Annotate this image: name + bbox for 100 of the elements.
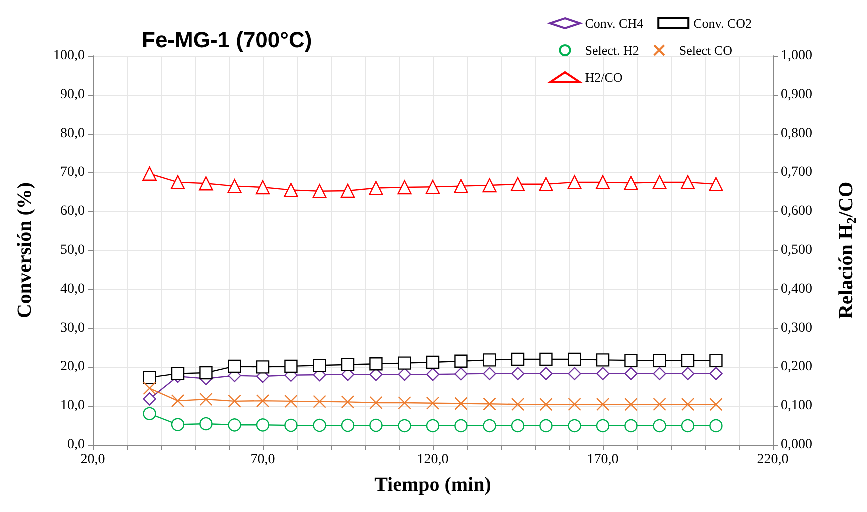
point bbox=[228, 394, 242, 408]
x-tick-label: 120,0 bbox=[417, 452, 449, 468]
point bbox=[539, 177, 554, 192]
point bbox=[426, 368, 440, 382]
point bbox=[624, 176, 638, 190]
point bbox=[540, 367, 553, 380]
point bbox=[710, 367, 723, 380]
point bbox=[170, 175, 186, 190]
point bbox=[596, 354, 610, 367]
point bbox=[256, 418, 270, 432]
point bbox=[596, 175, 610, 190]
point bbox=[624, 419, 638, 433]
point bbox=[369, 181, 384, 196]
point bbox=[228, 360, 242, 374]
point bbox=[426, 419, 440, 433]
point bbox=[341, 418, 355, 432]
y2-tick-label: 0,500 bbox=[781, 243, 812, 258]
y2-axis-title: Relación H2/CO bbox=[836, 182, 859, 320]
point bbox=[511, 352, 525, 366]
point bbox=[256, 394, 270, 408]
y-tick-label: 0,0 bbox=[68, 438, 85, 452]
point bbox=[398, 419, 412, 433]
point bbox=[313, 418, 326, 432]
point bbox=[653, 354, 666, 368]
y-tick-label: 40,0 bbox=[60, 282, 85, 297]
point bbox=[256, 360, 270, 374]
point bbox=[709, 177, 724, 192]
point bbox=[680, 175, 696, 190]
y2-tick-label: 0,800 bbox=[781, 126, 812, 142]
point bbox=[710, 419, 723, 433]
point bbox=[511, 398, 525, 412]
point bbox=[398, 356, 412, 370]
y-tick-label: 10,0 bbox=[60, 398, 85, 414]
y2-tick-label: 0,900 bbox=[781, 87, 812, 102]
point bbox=[143, 407, 156, 420]
point bbox=[454, 397, 468, 410]
point bbox=[313, 359, 326, 372]
y-tick-label: 60,0 bbox=[60, 204, 85, 220]
y2-tick-label: 0,600 bbox=[781, 204, 812, 220]
y2-tick-label: 0,200 bbox=[781, 360, 812, 375]
point bbox=[596, 398, 610, 412]
point bbox=[341, 396, 355, 409]
point bbox=[483, 354, 496, 367]
point bbox=[540, 398, 553, 412]
y-tick-label: 90,0 bbox=[60, 87, 85, 102]
point bbox=[596, 367, 610, 380]
point bbox=[482, 178, 497, 193]
y-tick-label: 100,0 bbox=[54, 48, 85, 64]
y-tick-label: 50,0 bbox=[60, 243, 85, 258]
point bbox=[228, 418, 242, 432]
point bbox=[653, 398, 666, 412]
x-tick-label: 170,0 bbox=[587, 452, 619, 468]
point bbox=[681, 419, 695, 433]
x-tick-label: 70,0 bbox=[250, 452, 276, 468]
point bbox=[681, 398, 695, 412]
point bbox=[568, 398, 582, 412]
point bbox=[510, 177, 526, 192]
point bbox=[426, 396, 440, 410]
x-tick-label: 220,0 bbox=[757, 452, 789, 468]
point bbox=[568, 367, 582, 380]
y-tick-label: 70,0 bbox=[60, 165, 85, 180]
point bbox=[370, 396, 383, 410]
legend-label: Select. H2 bbox=[585, 43, 640, 58]
point bbox=[398, 396, 412, 410]
point bbox=[483, 419, 496, 433]
point bbox=[426, 356, 440, 370]
point bbox=[370, 357, 383, 371]
point bbox=[540, 419, 553, 433]
y2-tick-label: 0,100 bbox=[781, 398, 812, 414]
point bbox=[454, 179, 468, 194]
point bbox=[398, 368, 412, 382]
y2-tick-label: 1,000 bbox=[781, 48, 812, 64]
point bbox=[681, 354, 695, 368]
y-axis-title: Conversión (%) bbox=[14, 182, 36, 319]
y2-tick-label: 0,700 bbox=[781, 165, 812, 180]
point bbox=[596, 419, 610, 433]
point bbox=[341, 358, 355, 372]
point bbox=[370, 418, 383, 432]
point bbox=[142, 166, 157, 181]
point bbox=[653, 419, 666, 433]
point bbox=[228, 179, 242, 194]
point bbox=[340, 184, 356, 198]
point bbox=[653, 367, 666, 380]
y-tick-label: 80,0 bbox=[60, 126, 85, 142]
point bbox=[143, 392, 156, 406]
point bbox=[483, 367, 496, 380]
point bbox=[681, 367, 695, 380]
x-tick-label: 20,0 bbox=[80, 452, 106, 468]
point bbox=[143, 382, 156, 396]
point bbox=[284, 183, 298, 198]
point bbox=[624, 398, 638, 412]
point bbox=[312, 184, 327, 198]
point bbox=[540, 352, 553, 366]
y2-tick-label: 0,400 bbox=[781, 282, 812, 297]
legend-label: Select CO bbox=[679, 43, 732, 58]
x-axis-title: Tiempo (min) bbox=[374, 474, 492, 496]
point bbox=[568, 175, 582, 190]
point bbox=[624, 354, 638, 368]
point bbox=[454, 354, 468, 368]
point bbox=[200, 366, 213, 380]
